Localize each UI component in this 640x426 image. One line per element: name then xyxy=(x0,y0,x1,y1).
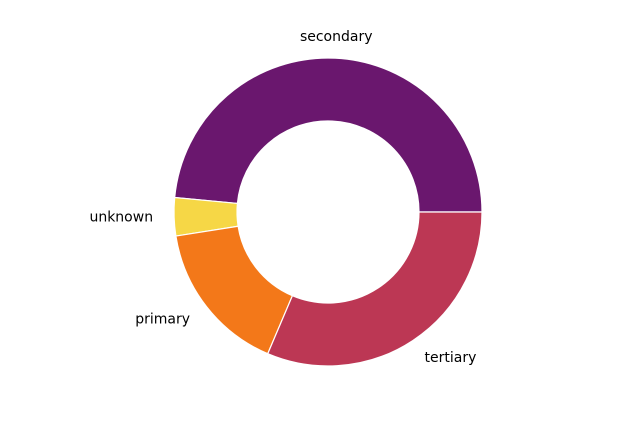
slice-primary xyxy=(175,225,294,355)
slice-secondary xyxy=(174,57,483,213)
slice-tertiary xyxy=(266,211,483,367)
slice-label-primary: primary xyxy=(135,312,190,328)
slices-group xyxy=(173,57,483,367)
slice-label-unknown: unknown xyxy=(89,209,153,225)
slice-label-secondary: secondary xyxy=(300,29,373,45)
labels-group: secondary unknown primary tertiary xyxy=(89,29,476,366)
slice-label-tertiary: tertiary xyxy=(425,350,477,366)
